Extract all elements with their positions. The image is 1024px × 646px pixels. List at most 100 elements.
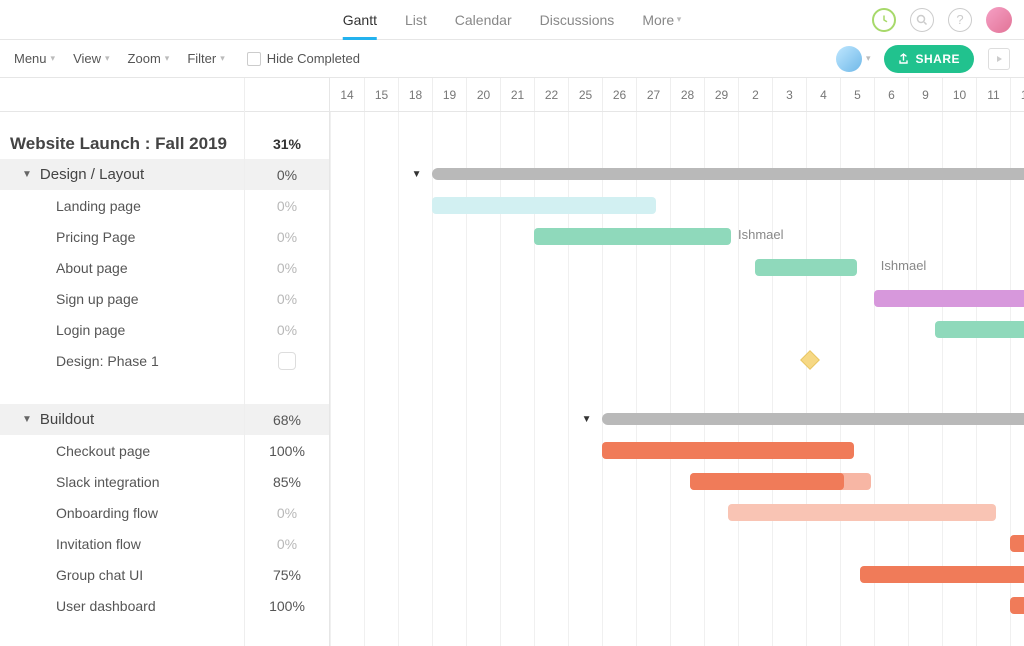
date-cell: 9 <box>908 78 942 111</box>
hide-completed-label: Hide Completed <box>267 51 360 66</box>
activity-icon[interactable] <box>872 8 896 32</box>
view-dropdown[interactable]: View▾ <box>73 51 109 66</box>
checkbox-icon <box>247 52 261 66</box>
task-row[interactable]: Checkout page100% <box>0 435 329 466</box>
share-icon <box>898 53 909 64</box>
date-cell: 6 <box>874 78 908 111</box>
date-cell: 19 <box>432 78 466 111</box>
gantt-bar[interactable] <box>432 168 1024 180</box>
hide-completed-toggle[interactable]: Hide Completed <box>247 51 360 66</box>
chevron-down-icon: ▾ <box>866 53 871 64</box>
task-row[interactable]: Landing page0% <box>0 190 329 221</box>
current-user-avatar[interactable] <box>986 7 1012 33</box>
gantt-bar[interactable] <box>602 442 854 459</box>
task-row[interactable]: Onboarding flow0% <box>0 497 329 528</box>
view-label: View <box>73 51 101 66</box>
task-list-panel: Website Launch : Fall 2019 31% ▼Design /… <box>0 78 330 646</box>
gantt-bar[interactable] <box>755 259 857 276</box>
date-cell: 5 <box>840 78 874 111</box>
gantt-bar[interactable] <box>690 473 843 490</box>
share-button[interactable]: SHARE <box>884 45 974 73</box>
main: Website Launch : Fall 2019 31% ▼Design /… <box>0 78 1024 646</box>
project-title: Website Launch : Fall 2019 <box>0 134 245 154</box>
gantt-bar[interactable] <box>728 504 997 521</box>
gantt-bar[interactable] <box>935 321 1024 338</box>
date-cell: 22 <box>534 78 568 111</box>
task-row[interactable]: Login page0% <box>0 314 329 345</box>
date-cell: 15 <box>364 78 398 111</box>
task-row[interactable]: Sign up page0% <box>0 283 329 314</box>
task-checkbox[interactable] <box>245 352 329 370</box>
task-row[interactable]: About page0% <box>0 252 329 283</box>
present-button[interactable] <box>988 48 1010 70</box>
tab-gantt[interactable]: Gantt <box>343 0 377 39</box>
gantt-bar[interactable] <box>1010 597 1024 614</box>
date-cell: 3 <box>772 78 806 111</box>
task-pct: 100% <box>245 598 329 614</box>
collapse-icon: ▼ <box>22 169 32 180</box>
task-row[interactable]: User dashboard100% <box>0 590 329 621</box>
date-cell: 21 <box>500 78 534 111</box>
task-pct: 100% <box>245 443 329 459</box>
section-progress: 68% <box>245 412 329 428</box>
date-cell: 25 <box>568 78 602 111</box>
task-label: Login page <box>0 322 245 338</box>
task-label: Slack integration <box>0 474 245 490</box>
gantt-bar[interactable] <box>534 228 731 245</box>
assignee-label: Ishmael <box>881 258 927 273</box>
share-label: SHARE <box>915 52 960 66</box>
collapse-icon[interactable]: ▼ <box>412 169 422 180</box>
task-row[interactable]: Pricing Page0% <box>0 221 329 252</box>
section-row-design[interactable]: ▼Design / Layout 0% <box>0 159 329 190</box>
date-cell: 27 <box>636 78 670 111</box>
search-icon[interactable] <box>910 8 934 32</box>
task-pct: 0% <box>245 229 329 245</box>
gantt-bar[interactable] <box>1010 535 1024 552</box>
assigned-user-pill[interactable]: ▾ <box>836 46 871 72</box>
tab-discussions[interactable]: Discussions <box>540 0 615 39</box>
date-cell: 14 <box>330 78 364 111</box>
milestone-diamond[interactable] <box>800 350 820 370</box>
task-pct: 0% <box>245 291 329 307</box>
play-icon <box>994 54 1004 64</box>
date-cell: 2 <box>738 78 772 111</box>
date-cell: 18 <box>398 78 432 111</box>
date-cell: 11 <box>976 78 1010 111</box>
task-pct: 75% <box>245 567 329 583</box>
task-pct: 0% <box>245 260 329 276</box>
date-cell: 26 <box>602 78 636 111</box>
tab-calendar[interactable]: Calendar <box>455 0 512 39</box>
project-row[interactable]: Website Launch : Fall 2019 31% <box>0 128 329 159</box>
topnav-tabs: Gantt List Calendar Discussions More ▾ <box>343 0 682 39</box>
task-label: Invitation flow <box>0 536 245 552</box>
date-cell: 28 <box>670 78 704 111</box>
chevron-down-icon: ▾ <box>220 53 225 64</box>
task-row[interactable]: Design: Phase 1 <box>0 345 329 376</box>
tab-more[interactable]: More ▾ <box>642 0 681 39</box>
gantt-bar[interactable] <box>860 566 1024 583</box>
help-icon[interactable]: ? <box>948 8 972 32</box>
task-label: Landing page <box>0 198 245 214</box>
gantt-rows: ▼IshmaelIshmael▼ <box>330 112 1024 621</box>
zoom-dropdown[interactable]: Zoom▾ <box>128 51 170 66</box>
task-pct: 0% <box>245 536 329 552</box>
gantt-bar[interactable] <box>602 413 1024 425</box>
project-progress: 31% <box>245 136 329 152</box>
section-progress: 0% <box>245 167 329 183</box>
gantt-bar[interactable] <box>874 290 1024 307</box>
gantt-bar[interactable] <box>432 197 656 214</box>
menu-dropdown[interactable]: Menu▾ <box>14 51 55 66</box>
filter-dropdown[interactable]: Filter▾ <box>187 51 224 66</box>
task-label: Checkout page <box>0 443 245 459</box>
collapse-icon[interactable]: ▼ <box>582 414 592 425</box>
timeline-header: 141518192021222526272829234569101112 <box>330 78 1024 112</box>
task-row[interactable]: Group chat UI75% <box>0 559 329 590</box>
task-row[interactable]: Invitation flow0% <box>0 528 329 559</box>
gantt-chart[interactable]: 141518192021222526272829234569101112 ▼Is… <box>330 78 1024 646</box>
tab-list[interactable]: List <box>405 0 427 39</box>
user-avatar-icon <box>836 46 862 72</box>
task-row[interactable]: Slack integration85% <box>0 466 329 497</box>
date-cell: 10 <box>942 78 976 111</box>
task-pct: 85% <box>245 474 329 490</box>
section-row-buildout[interactable]: ▼Buildout 68% <box>0 404 329 435</box>
